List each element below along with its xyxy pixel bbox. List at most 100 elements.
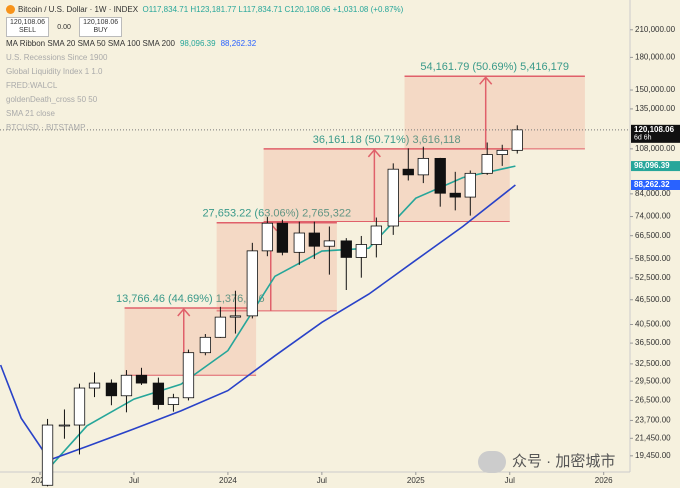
indicator-value: 98,096.39 <box>179 39 216 48</box>
candle-body <box>417 157 429 176</box>
measure-label: 27,653.22 (63.06%) 2,765,322 <box>202 208 351 220</box>
watermark-icon <box>478 451 506 474</box>
buy-button[interactable]: 120,108.06 BUY <box>79 17 123 37</box>
candle-body <box>246 250 258 317</box>
buy-price: 120,108.06 <box>83 19 119 26</box>
indicator-name: goldenDeath_cross 50 50 <box>6 95 98 104</box>
y-tick-label: 52,500.00 <box>635 273 671 282</box>
candle-body <box>481 154 493 174</box>
indicator-name: FRED:WALCL <box>6 81 58 90</box>
candle-body <box>323 240 336 247</box>
candle-body <box>293 232 305 253</box>
candle-body <box>496 149 508 155</box>
candle-body <box>152 382 165 405</box>
candle-body <box>355 244 367 258</box>
y-tick-label: 26,500.00 <box>635 396 671 405</box>
price-badge-sub: 6d 6h <box>634 135 652 142</box>
indicator-row: goldenDeath_cross 50 50 <box>6 93 403 107</box>
candle-body <box>511 129 523 151</box>
indicator-list: MA Ribbon SMA 20 SMA 50 SMA 100 SMA 200 9… <box>6 37 403 135</box>
indicator-name: SMA 21 close <box>6 109 55 118</box>
x-tick-label: 2023 <box>31 476 49 485</box>
measure-arrowhead <box>177 307 191 317</box>
price-badge-label: 120,108.06 <box>634 125 675 134</box>
x-tick-label: Jul <box>505 476 515 485</box>
price-badge <box>631 161 680 172</box>
candle-body <box>199 336 212 354</box>
indicator-row: BTCUSD · BITSTAMP <box>6 121 403 135</box>
symbol[interactable]: Bitcoin / U.S. Dollar · 1W · INDEX <box>18 5 139 14</box>
y-tick-label: 150,000.00 <box>635 85 676 94</box>
measurements: 13,766.46 (44.69%) 1,376,646 27,653.22 (6… <box>116 61 585 376</box>
y-tick-label: 74,000.00 <box>635 212 671 221</box>
indicator-name: U.S. Recessions Since 1900 <box>6 53 108 62</box>
indicator-value: 88,262.32 <box>220 39 257 48</box>
y-tick-label: 180,000.00 <box>635 52 676 61</box>
price-badge <box>631 124 680 143</box>
candle-body <box>73 387 86 426</box>
price-badge-label: 88,262.32 <box>634 180 670 189</box>
price-badge-label: 98,096.39 <box>634 161 670 170</box>
price-badge <box>631 179 680 190</box>
sell-price: 120,108.06 <box>10 19 46 26</box>
y-tick-label: 29,500.00 <box>635 376 671 385</box>
x-tick-label: Jul <box>317 476 327 485</box>
indicator-row: Global Liquidity Index 1 1.0 <box>6 65 403 79</box>
ohlc: O117,834.71 H123,181.77 L117,834.71 C120… <box>142 5 404 14</box>
candle-body <box>167 397 180 405</box>
indicator-name: Global Liquidity Index 1 1.0 <box>6 67 103 76</box>
indicator-row: FRED:WALCL <box>6 79 403 93</box>
indicator-row: MA Ribbon SMA 20 SMA 50 SMA 100 SMA 200 9… <box>6 37 403 51</box>
measure-arrowhead <box>367 148 381 158</box>
sell-label: SELL <box>18 27 37 34</box>
x-tick-label: 2025 <box>407 476 425 485</box>
candle-body <box>387 168 399 227</box>
candle-body <box>449 192 461 198</box>
indicator-name: BTCUSD · BITSTAMP <box>6 123 86 132</box>
candle-body <box>370 225 382 245</box>
candle-body <box>229 315 242 318</box>
y-tick-label: 23,700.00 <box>635 416 671 425</box>
measure-label: 36,161.18 (50.71%) 3,616,118 <box>313 134 461 146</box>
y-tick-label: 66,500.00 <box>635 231 671 240</box>
y-tick-label: 84,000.00 <box>635 189 671 198</box>
y-tick-label: 58,500.00 <box>635 254 671 263</box>
candle-body <box>120 374 133 397</box>
y-tick-label: 46,500.00 <box>635 295 671 304</box>
header: Bitcoin / U.S. Dollar · 1W · INDEX O117,… <box>6 3 403 135</box>
candle-body <box>340 240 352 258</box>
indicator-row: SMA 21 close <box>6 107 403 121</box>
x-tick-label: 2024 <box>219 476 237 485</box>
y-tick-label: 32,500.00 <box>635 359 671 368</box>
symbol-row: Bitcoin / U.S. Dollar · 1W · INDEX O117,… <box>6 3 403 17</box>
measure-box <box>404 76 585 149</box>
ma-line <box>46 165 516 471</box>
measure-arrowhead <box>479 76 493 85</box>
y-tick-label: 135,000.00 <box>635 104 676 113</box>
y-tick-label: 19,450.00 <box>635 451 671 460</box>
candle-body <box>434 157 446 194</box>
indicator-row: U.S. Recessions Since 1900 <box>6 51 403 65</box>
buy-label: BUY <box>93 27 108 34</box>
candle-body <box>135 374 148 384</box>
candle-body <box>105 382 118 397</box>
measure-label: 13,766.46 (44.69%) 1,376,646 <box>116 293 265 305</box>
spread: 0.00 <box>57 24 71 32</box>
y-tick-label: 40,500.00 <box>635 320 671 329</box>
x-tick-label: 2026 <box>595 476 613 485</box>
y-tick-label: 21,450.00 <box>635 433 671 442</box>
measure-label: 54,161.79 (50.69%) 5,416,179 <box>420 61 569 73</box>
candle-body <box>88 382 101 389</box>
candle-body <box>182 352 195 399</box>
y-tick-label: 108,000.00 <box>635 144 676 153</box>
candle-body <box>308 232 320 247</box>
sell-button[interactable]: 120,108.06 SELL <box>6 17 50 37</box>
btc-icon <box>6 5 15 15</box>
watermark-text: 众号 · 加密城市 <box>512 453 616 470</box>
candle-body <box>402 168 414 176</box>
candle-body <box>261 222 274 252</box>
y-tick-label: 36,500.00 <box>635 338 671 347</box>
candle-body <box>464 172 476 198</box>
